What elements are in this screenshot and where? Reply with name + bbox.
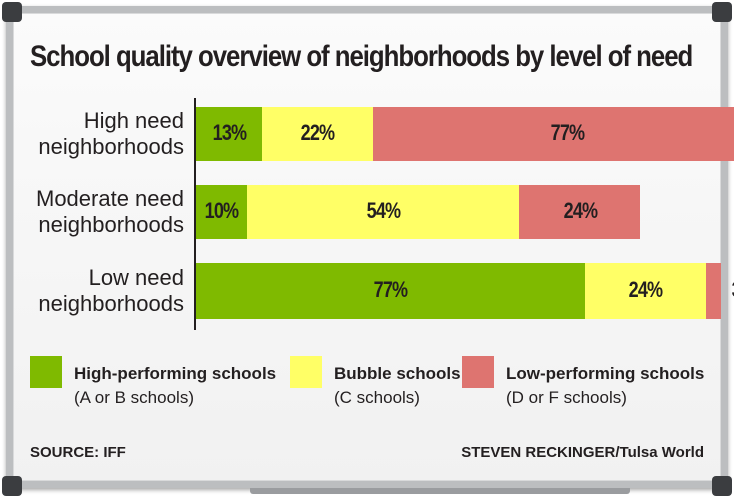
frame-corner	[712, 2, 732, 22]
chart-title: School quality overview of neighborhoods…	[30, 40, 693, 73]
frame-corner	[2, 476, 22, 496]
category-label-line: Low need	[88, 265, 184, 290]
category-label-line: neighborhoods	[38, 291, 184, 316]
data-label: 22%	[300, 120, 335, 145]
data-label: 77%	[550, 120, 585, 145]
author-credit: STEVEN RECKINGER/Tulsa World	[461, 444, 704, 461]
bar-segment	[196, 185, 247, 239]
data-label: 13%	[212, 120, 247, 145]
bar-segment	[196, 263, 585, 319]
y-axis-line	[194, 98, 196, 330]
category-label: Low need neighborhoods	[0, 265, 184, 317]
category-label: High need neighborhoods	[0, 108, 184, 160]
bar-segment	[584, 263, 707, 319]
category-label-line: neighborhoods	[38, 134, 184, 159]
bar-segment	[519, 185, 641, 239]
bar-segment	[706, 263, 722, 319]
data-label: 24%	[629, 277, 663, 302]
frame-corner	[2, 2, 22, 22]
legend-note: (C schools)	[334, 388, 420, 407]
legend-note: (A or B schools)	[74, 388, 194, 407]
category-label: Moderate need neighborhoods	[0, 186, 184, 238]
data-label: 77%	[374, 277, 408, 302]
data-label: 24%	[563, 198, 598, 223]
marker-tray	[250, 488, 630, 494]
legend-entry: Bubble schools (C schools)	[334, 362, 461, 410]
legend-swatch	[462, 356, 494, 388]
category-label-line: Moderate need	[36, 186, 184, 211]
bar-segment	[196, 107, 262, 161]
data-label: 3%	[732, 277, 734, 303]
data-label: 10%	[204, 198, 239, 223]
bar-segment	[261, 107, 373, 161]
category-label-line: High need	[83, 108, 184, 133]
category-label-line: neighborhoods	[38, 212, 184, 237]
legend-swatch	[290, 356, 322, 388]
source-credit: SOURCE: IFF	[30, 444, 126, 461]
legend-name: High-performing schools	[74, 364, 277, 383]
bar-segment	[246, 185, 520, 239]
whiteboard-frame	[6, 6, 728, 488]
bar-segment	[372, 107, 734, 161]
legend-entry: Low-performing schools (D or F schools)	[506, 362, 704, 410]
legend-note: (D or F schools)	[506, 388, 627, 407]
legend-swatch	[30, 356, 62, 388]
legend-entry: High-performing schools (A or B schools)	[74, 362, 276, 410]
legend-name: Low-performing schools	[506, 364, 705, 383]
frame-corner	[712, 476, 732, 496]
legend-name: Bubble schools	[334, 364, 461, 383]
data-label: 54%	[366, 198, 401, 223]
